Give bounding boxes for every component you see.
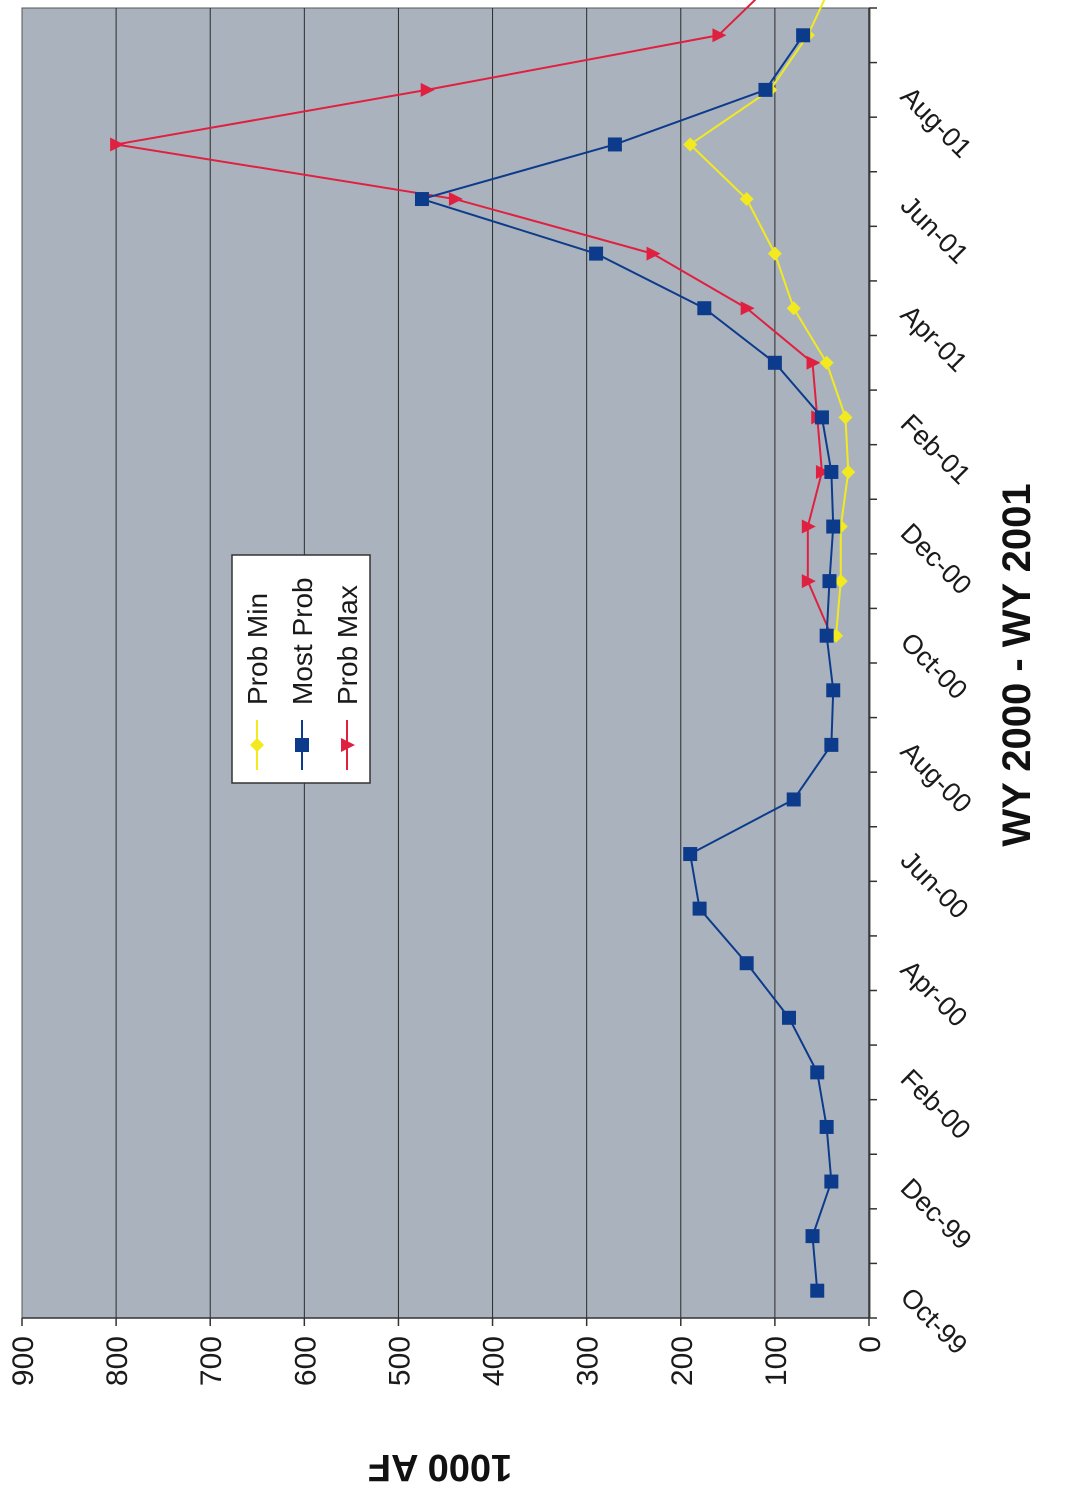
data-point bbox=[826, 683, 841, 698]
series-most-prob bbox=[414, 28, 841, 1298]
data-point bbox=[841, 464, 856, 479]
data-point bbox=[758, 82, 773, 97]
data-point bbox=[589, 246, 604, 261]
legend-item: Most Prob bbox=[287, 577, 318, 770]
data-point bbox=[838, 410, 853, 425]
y-tick-label: 900 bbox=[7, 1336, 40, 1386]
data-point bbox=[786, 792, 801, 807]
data-point bbox=[607, 137, 622, 152]
data-point bbox=[801, 574, 816, 589]
data-point bbox=[822, 574, 837, 589]
plot-area bbox=[21, 7, 871, 1319]
data-point bbox=[683, 847, 698, 862]
data-point bbox=[767, 355, 782, 370]
data-point bbox=[819, 1119, 834, 1134]
y-tick-label: 500 bbox=[383, 1336, 416, 1386]
data-point bbox=[796, 28, 811, 43]
y-tick-label: 800 bbox=[101, 1336, 134, 1386]
data-point bbox=[782, 1010, 797, 1025]
data-point bbox=[697, 301, 712, 316]
data-point bbox=[810, 1065, 825, 1080]
legend: Prob Min Most Prob Prob Max bbox=[231, 554, 371, 784]
data-point bbox=[295, 738, 309, 752]
data-point bbox=[806, 355, 821, 370]
data-point bbox=[110, 137, 125, 152]
data-point bbox=[786, 301, 801, 316]
x-axis-title: WY 2000 - WY 2001 bbox=[995, 483, 1039, 846]
y-tick-label: 600 bbox=[289, 1336, 322, 1386]
data-point bbox=[414, 192, 429, 207]
data-point bbox=[801, 519, 816, 534]
data-point bbox=[819, 355, 834, 370]
y-tick-label: 300 bbox=[572, 1336, 605, 1386]
data-point bbox=[712, 28, 727, 43]
data-point bbox=[739, 192, 754, 207]
legend-items: Prob Min Most Prob Prob Max bbox=[242, 577, 363, 770]
series-line bbox=[418, 34, 835, 1291]
data-point bbox=[740, 301, 755, 316]
data-point bbox=[420, 82, 435, 97]
data-point bbox=[824, 737, 839, 752]
data-point bbox=[739, 956, 754, 971]
data-point bbox=[767, 246, 782, 261]
data-point bbox=[646, 246, 661, 261]
data-point bbox=[692, 901, 707, 916]
y-tick-label: 100 bbox=[760, 1336, 793, 1386]
y-tick-label: 0 bbox=[854, 1336, 887, 1353]
legend-item: Prob Max bbox=[332, 585, 363, 770]
data-point bbox=[824, 464, 839, 479]
legend-label: Most Prob bbox=[287, 577, 318, 705]
data-point bbox=[341, 738, 355, 752]
y-tick-label: 400 bbox=[478, 1336, 511, 1386]
data-point bbox=[805, 1229, 820, 1244]
legend-item: Prob Min bbox=[242, 593, 273, 770]
data-point bbox=[250, 738, 264, 752]
series-prob-max bbox=[110, 0, 840, 643]
data-point bbox=[683, 137, 698, 152]
data-point bbox=[814, 410, 829, 425]
y-axis-title: 1000 AF bbox=[368, 1446, 512, 1488]
data-point bbox=[824, 1174, 839, 1189]
x-axis-tick-marks bbox=[869, 7, 877, 1319]
data-point bbox=[826, 519, 841, 534]
legend-label: Prob Max bbox=[332, 585, 363, 705]
data-point bbox=[833, 574, 848, 589]
data-point bbox=[810, 1283, 825, 1298]
series-layer bbox=[110, 0, 856, 1298]
data-point bbox=[815, 464, 830, 479]
data-point bbox=[819, 628, 834, 643]
legend-label: Prob Min bbox=[242, 593, 273, 705]
data-point bbox=[448, 192, 463, 207]
y-tick-label: 700 bbox=[195, 1336, 228, 1386]
y-axis-tick-labels: 0 100 200 300 400 500 600 700 800 900 bbox=[7, 1336, 887, 1386]
y-tick-label: 200 bbox=[666, 1336, 699, 1386]
